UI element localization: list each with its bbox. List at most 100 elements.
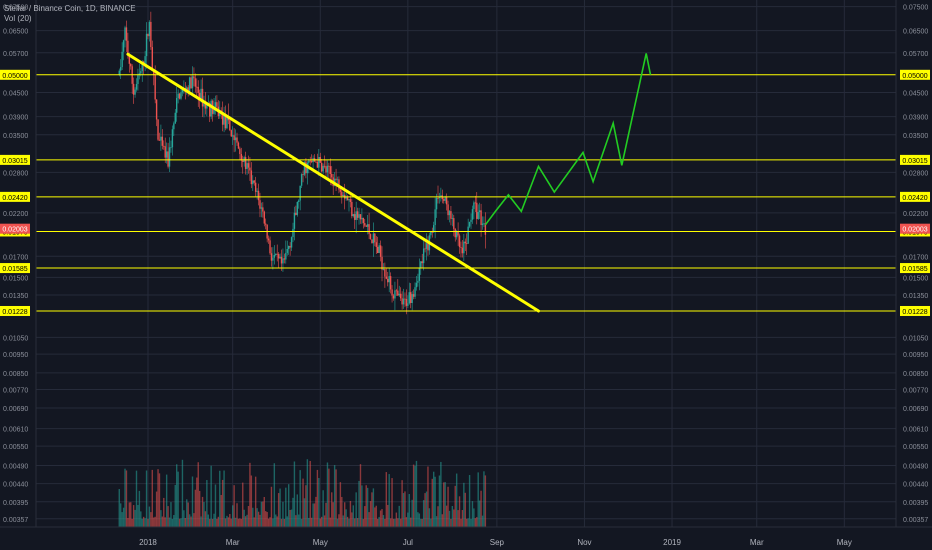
volume-bar [401, 480, 403, 527]
candle-body [473, 202, 475, 210]
time-axis[interactable]: 2018 Mar May Jul Sep Nov 2019 Mar May [139, 538, 852, 547]
volume-bar [460, 518, 462, 527]
candle-body [151, 47, 153, 70]
volume-bar [155, 491, 158, 527]
volume-bars [118, 459, 487, 527]
candle-body [352, 214, 354, 217]
candle-body [249, 167, 251, 171]
candle-body [484, 223, 487, 235]
candle-body [171, 129, 174, 148]
y-tick-label-right: 0.03500 [903, 133, 928, 140]
x-tick-label: Mar [750, 538, 764, 547]
volume-bar [404, 491, 406, 527]
candle-body [339, 189, 342, 192]
candle-body [176, 98, 178, 113]
candle-body [239, 148, 241, 154]
volume-bar [187, 502, 189, 527]
candle-body [366, 224, 369, 227]
volume-bar [342, 515, 344, 527]
volume-bar [417, 512, 419, 527]
candle-body [349, 199, 352, 202]
candle-body [341, 191, 343, 197]
volume-bar [213, 513, 215, 527]
volume-bar [221, 479, 224, 527]
volume-bar [183, 510, 185, 527]
volume-bar [398, 505, 400, 527]
last-price-bg-right [900, 223, 930, 234]
volume-bar [356, 518, 359, 527]
volume-bar [224, 518, 227, 527]
volume-bar [399, 518, 402, 527]
volume-bar [362, 518, 365, 527]
candle-body [209, 103, 211, 117]
y-tick-label-left: 0.04500 [3, 91, 28, 98]
y-tick-label-left: 0.00490 [3, 464, 28, 471]
level-label-left: 0.03015 [2, 158, 27, 165]
candle-body [430, 231, 432, 236]
price-axis[interactable]: 0.07500 0.07500 0.06500 0.06500 0.05700 0.057… [3, 5, 928, 524]
candle-body [387, 278, 389, 283]
volume-bar [220, 494, 222, 527]
candle-body [399, 293, 402, 299]
candle-body [229, 120, 231, 131]
volume-bar [298, 514, 300, 527]
volume-bar [468, 475, 471, 527]
horizontal-levels[interactable] [36, 74, 896, 312]
volume-bar [354, 518, 356, 527]
volume-bar [236, 503, 238, 527]
volume-bar [329, 517, 332, 527]
candle-body [394, 290, 396, 299]
candle-body [253, 180, 255, 183]
volume-bar [432, 471, 435, 527]
candle-body [432, 225, 435, 233]
candle-body [260, 207, 263, 209]
candle-body [310, 160, 313, 163]
volume-bar [250, 475, 253, 527]
volume-bar [160, 510, 162, 527]
volume-bar [428, 508, 431, 527]
candle-body [455, 231, 458, 238]
candle-body [140, 71, 142, 74]
volume-bar [377, 518, 379, 527]
volume-bar [397, 518, 399, 527]
candle-body [467, 226, 469, 244]
volume-bar [203, 502, 205, 527]
drawings[interactable] [126, 52, 652, 313]
volume-bar [292, 497, 294, 527]
candle-body [216, 102, 218, 107]
volume-bar [262, 501, 264, 527]
volume-bar [280, 518, 283, 527]
candle-body [224, 114, 227, 129]
candle-body [302, 174, 304, 175]
candle-body [144, 56, 146, 65]
y-tick-label-right: 0.00610 [903, 427, 928, 434]
volume-bar [132, 505, 135, 527]
volume-bar [341, 496, 343, 527]
x-tick-label: May [837, 538, 852, 547]
y-tick-label-left: 0.01050 [3, 335, 28, 342]
x-tick-label: Jul [403, 538, 413, 547]
volume-bar [171, 518, 174, 527]
volume-bar [219, 470, 221, 527]
volume-bar [451, 505, 454, 527]
volume-bar [402, 493, 405, 527]
candle-body [300, 174, 303, 186]
candle-body [223, 114, 225, 125]
candle-body [247, 163, 250, 168]
y-tick-label-left: 0.01500 [3, 275, 28, 282]
volume-bar [226, 515, 228, 527]
candle-body [137, 75, 139, 84]
volume-bar [434, 476, 436, 527]
candle-body [275, 253, 277, 255]
volume-bar [435, 516, 438, 527]
candle-body [121, 51, 123, 68]
candle-body [158, 139, 161, 141]
candle-body [134, 89, 136, 95]
candle-body [323, 165, 326, 167]
candle-body [468, 221, 471, 227]
volume-bar [230, 518, 232, 527]
volume-bar [279, 488, 281, 527]
candle-body [338, 179, 340, 190]
x-tick-label: 2019 [663, 538, 681, 547]
